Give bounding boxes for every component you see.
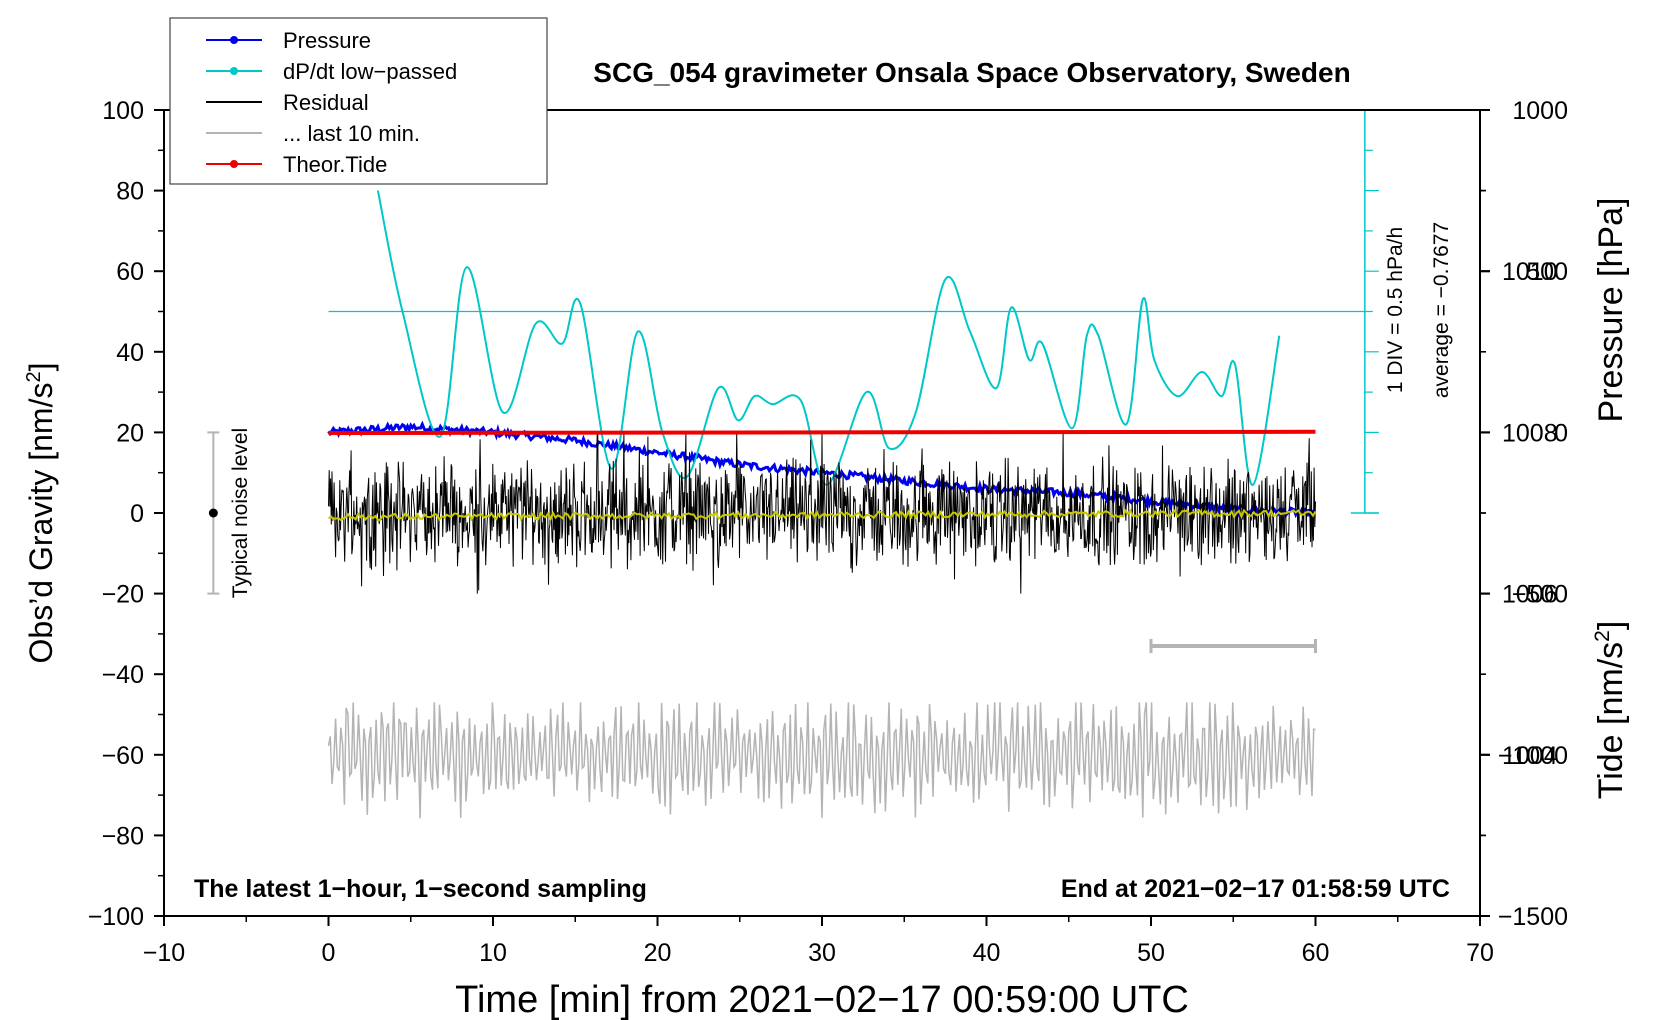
y-axis-label-left: Obs’d Gravity [nm/s2] [23,363,59,664]
y-axis-label-tide: Tide [nm/s2] [1591,621,1630,800]
theor-tide-line [328,429,1316,436]
legend-marker [230,67,238,75]
y-tide-tick-label: 1000 [1512,97,1568,125]
y-left-tick-label: 0 [130,500,144,528]
y-left-tick-label: −80 [102,822,144,850]
y-left-tick-label: 20 [116,419,144,447]
y-left-tick-label: 40 [116,339,144,367]
x-tick-label: 50 [1137,939,1165,967]
y-pressure-tick-label: 1008 [1502,419,1558,447]
last-10-min-line [327,702,1316,819]
y-axis-label-left-end: ] [23,363,59,372]
x-axis-label: Time [min] from 2021−02−17 00:59:00 UTC [455,979,1189,1020]
noise-level-label: Typical noise level [229,428,252,598]
legend: Pressure dP/dt low−passed Residual ... last… [169,17,548,185]
y-left-tick-label: −60 [102,742,144,770]
chart-title: SCG_054 gravimeter Onsala Space Observat… [593,57,1350,88]
y-tide-tick-label: 500 [1526,258,1568,286]
legend-label: Residual [283,90,369,115]
annotation-end-time: End at 2021−02−17 01:58:59 UTC [1061,875,1450,903]
annotation-sampling: The latest 1−hour, 1−second sampling [194,875,647,903]
x-tick-label: 70 [1466,939,1494,967]
y-left-tick-label: −20 [102,581,144,609]
legend-marker [230,160,238,168]
x-tick-label: 40 [973,939,1001,967]
x-tick-label: 20 [644,939,672,967]
average-label: average = −0.7677 [1430,222,1453,398]
x-tick-label: 0 [322,939,336,967]
y-pressure-tick-label: 1006 [1502,581,1558,609]
x-tick-label: 10 [479,939,507,967]
plot-content [207,109,1379,819]
legend-label: Pressure [283,28,371,53]
x-tick-label: 60 [1302,939,1330,967]
legend-label: dP/dt low−passed [283,59,457,84]
y-pressure-tick-label: 1010 [1502,258,1558,286]
legend-marker [230,36,238,44]
y-axis-label-pressure: Pressure [hPa] [1592,198,1630,423]
ticks: −10 0 10 20 30 40 50 60 70−100−80−60−40−20020406… [88,97,1568,967]
y-left-tick-label: −100 [88,903,144,931]
y-left-tick-label: 100 [102,97,144,125]
y-axis-label-left-sup: 2 [23,371,45,382]
y-left-tick-label: −40 [102,661,144,689]
y-axis-label-tide-sup: 2 [1591,630,1614,642]
div-scale-label: 1 DIV = 0.5 hPa/h [1384,227,1407,393]
y-left-tick-label: 80 [116,178,144,206]
x-tick-label: −10 [143,939,185,967]
y-tide-tick-label: −1500 [1498,903,1568,931]
y-left-tick-label: 60 [116,258,144,286]
legend-label: ... last 10 min. [283,121,420,146]
y-axis-label-tide-main: Tide [nm/s [1592,642,1630,799]
y-tide-tick-label: −1000 [1498,742,1568,770]
legend-label: Theor.Tide [283,152,387,177]
y-axis-label-left-main: Obs’d Gravity [nm/s [23,383,59,664]
y-tide-tick-label: −500 [1512,581,1568,609]
dpdt-curve [376,190,1281,486]
noise-bar-dot [208,508,218,518]
x-tick-label: 30 [808,939,836,967]
y-pressure-tick-label: 1004 [1502,742,1558,770]
residual-smoothed-line [327,508,1317,522]
y-axis-label-tide-end: ] [1592,621,1630,630]
y-tide-tick-label: 0 [1554,419,1568,447]
